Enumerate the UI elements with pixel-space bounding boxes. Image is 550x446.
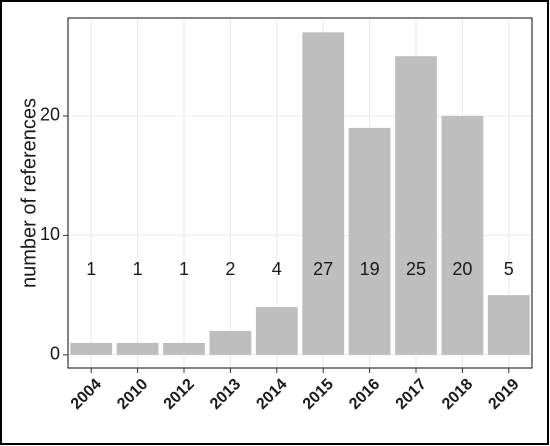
bar xyxy=(255,307,298,355)
bar xyxy=(209,330,252,355)
bar xyxy=(487,295,530,355)
bar xyxy=(70,342,113,355)
data-label: 5 xyxy=(504,259,514,279)
bar xyxy=(395,56,437,355)
y-tick-label: 0 xyxy=(50,344,60,364)
panel-border xyxy=(67,17,533,369)
bar xyxy=(163,342,205,355)
data-label: 25 xyxy=(406,259,426,279)
y-axis-label: number of references xyxy=(18,98,40,288)
bar xyxy=(441,115,484,355)
bar xyxy=(116,342,159,355)
bar xyxy=(302,32,345,355)
y-tick-label: 10 xyxy=(40,224,60,244)
data-label: 2 xyxy=(225,259,235,279)
data-label: 4 xyxy=(272,259,282,279)
data-label: 19 xyxy=(360,259,380,279)
data-label: 1 xyxy=(179,259,189,279)
bar xyxy=(348,127,391,355)
data-label: 1 xyxy=(133,259,143,279)
y-tick-label: 20 xyxy=(40,105,60,125)
data-label: 1 xyxy=(86,259,96,279)
data-label: 20 xyxy=(452,259,472,279)
data-label: 27 xyxy=(313,259,333,279)
